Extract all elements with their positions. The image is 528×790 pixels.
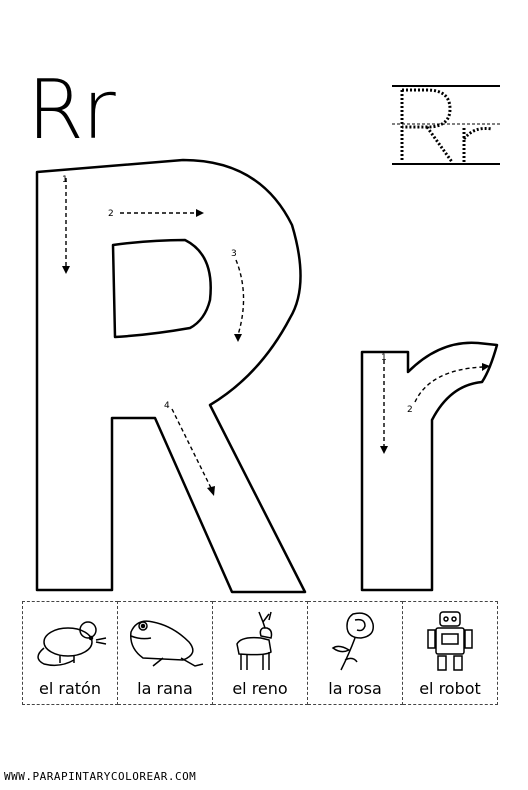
picture-word: el robot [419,679,481,698]
guide-number-3: 3 [231,249,237,259]
picture-word: el reno [232,679,288,698]
picture-word: la rana [137,679,193,698]
website-footer: WWW.PARAPINTARYCOLOREAR.COM [4,770,197,783]
big-r-bowl [111,238,212,339]
tracing-practice-box [392,85,500,165]
small-r-outline [360,341,499,592]
picture-strip: el ratón la rana el reno [22,601,498,705]
guide-number-1: 1 [62,175,68,185]
reindeer-icon [236,611,273,670]
picture-card: el reno [213,601,308,705]
guide-number-4: 4 [164,401,170,411]
picture-card: el robot [403,601,498,705]
rose-icon [331,612,374,671]
mouse-icon [37,621,107,667]
picture-card: la rana [118,601,213,705]
letter-outlines: 1 2 3 4 1 2 [35,158,499,594]
robot-icon [427,611,473,671]
guide-number-small-1: 1 [381,353,387,363]
page-title: Rr [27,63,116,158]
guide-number-2: 2 [108,209,114,219]
picture-card: la rosa [308,601,403,705]
big-r-outline [35,158,307,594]
guide-number-small-2: 2 [407,405,413,415]
picture-word: el ratón [39,679,101,698]
picture-card: el ratón [22,601,118,705]
picture-word: la rosa [328,679,382,698]
frog-icon [130,620,204,667]
